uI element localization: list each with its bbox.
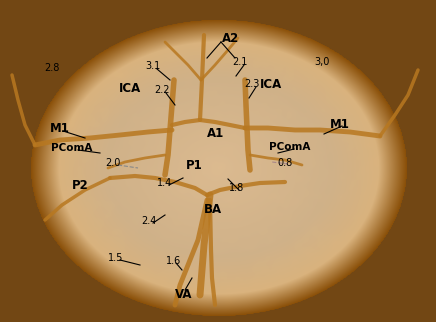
Text: P2: P2 — [72, 178, 89, 192]
Text: 2.1: 2.1 — [232, 57, 248, 67]
Text: 1.4: 1.4 — [157, 178, 173, 188]
Text: A1: A1 — [208, 127, 225, 139]
Text: 3.1: 3.1 — [145, 61, 160, 71]
Text: 2.3: 2.3 — [244, 79, 260, 89]
Text: M1: M1 — [330, 118, 350, 130]
Text: A2: A2 — [222, 32, 239, 44]
Text: 0.8: 0.8 — [277, 158, 293, 168]
Text: 1.5: 1.5 — [108, 253, 124, 263]
Text: 2.4: 2.4 — [141, 216, 157, 226]
Text: PComA: PComA — [269, 142, 311, 152]
Text: 2.2: 2.2 — [154, 85, 170, 95]
Text: P1: P1 — [186, 158, 202, 172]
Text: M1: M1 — [50, 121, 70, 135]
Text: BA: BA — [204, 203, 222, 215]
Text: VA: VA — [175, 288, 193, 300]
Text: PComA: PComA — [51, 143, 93, 153]
Text: ICA: ICA — [260, 78, 282, 90]
Text: ICA: ICA — [119, 81, 141, 94]
Text: 2.0: 2.0 — [106, 158, 121, 168]
Text: 2.8: 2.8 — [44, 63, 60, 73]
Text: 3,0: 3,0 — [314, 57, 330, 67]
Text: 1.6: 1.6 — [167, 256, 182, 266]
Text: 1.8: 1.8 — [229, 183, 245, 193]
